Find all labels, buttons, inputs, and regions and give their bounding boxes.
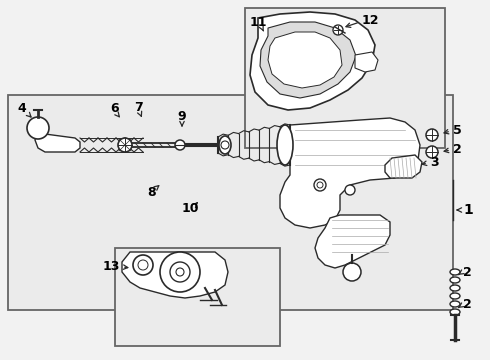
Text: 9: 9 — [178, 109, 186, 122]
Circle shape — [426, 129, 438, 141]
Polygon shape — [355, 52, 378, 72]
Circle shape — [317, 182, 323, 188]
Polygon shape — [315, 215, 390, 268]
Text: 3: 3 — [430, 156, 439, 168]
Bar — [245, 8, 445, 148]
Ellipse shape — [450, 293, 460, 299]
Text: 13: 13 — [102, 260, 120, 273]
Circle shape — [314, 179, 326, 191]
Circle shape — [426, 146, 438, 158]
Circle shape — [333, 25, 343, 35]
Text: 2: 2 — [463, 298, 472, 311]
Text: 10: 10 — [181, 202, 199, 215]
Circle shape — [138, 260, 148, 270]
Circle shape — [133, 255, 153, 275]
Bar — [8, 95, 453, 310]
Text: 5: 5 — [453, 123, 462, 136]
Circle shape — [27, 117, 49, 139]
Circle shape — [343, 263, 361, 281]
Circle shape — [170, 262, 190, 282]
Ellipse shape — [219, 136, 231, 154]
Text: 12: 12 — [362, 14, 379, 27]
Polygon shape — [250, 12, 375, 110]
Ellipse shape — [277, 125, 293, 165]
Text: 1: 1 — [463, 203, 473, 217]
Circle shape — [221, 141, 229, 149]
Polygon shape — [260, 22, 356, 98]
Text: 11: 11 — [249, 15, 267, 28]
Text: 8: 8 — [147, 185, 156, 198]
Ellipse shape — [450, 269, 460, 275]
Circle shape — [160, 252, 200, 292]
Ellipse shape — [450, 301, 460, 307]
Polygon shape — [35, 128, 80, 152]
Text: 6: 6 — [111, 102, 119, 114]
Circle shape — [345, 185, 355, 195]
Polygon shape — [385, 155, 422, 178]
Polygon shape — [268, 32, 342, 88]
Circle shape — [175, 140, 185, 150]
Polygon shape — [122, 252, 228, 298]
Circle shape — [118, 138, 132, 152]
Text: 2: 2 — [453, 143, 462, 156]
Text: 4: 4 — [18, 102, 26, 114]
Circle shape — [176, 268, 184, 276]
Ellipse shape — [450, 285, 460, 291]
Ellipse shape — [450, 277, 460, 283]
Polygon shape — [280, 118, 420, 228]
Text: 2: 2 — [463, 266, 472, 279]
Ellipse shape — [450, 309, 460, 315]
Bar — [115, 248, 280, 346]
Text: 7: 7 — [134, 100, 143, 113]
